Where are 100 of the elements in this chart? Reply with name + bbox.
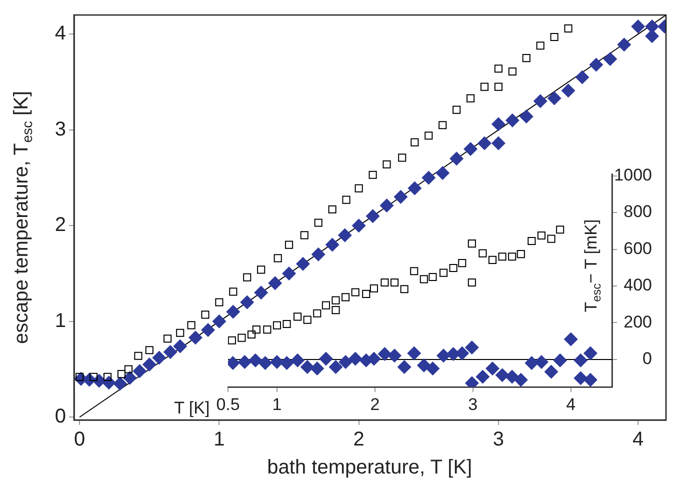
point [348, 352, 362, 366]
point [561, 84, 576, 98]
point [439, 268, 448, 277]
point [575, 70, 590, 84]
point [534, 355, 548, 370]
point [258, 356, 272, 370]
point [495, 368, 510, 382]
point [436, 348, 451, 363]
point [553, 353, 568, 368]
x-tick-label: 1 [272, 394, 282, 414]
point [212, 314, 226, 328]
y2-tick-label: 400 [624, 276, 652, 295]
point [400, 285, 408, 294]
point [589, 58, 604, 72]
point [574, 353, 588, 368]
point [533, 94, 548, 108]
point [201, 323, 216, 337]
point [229, 288, 238, 296]
x-tick-label: 0 [74, 428, 86, 451]
point [397, 360, 412, 374]
x-tick-label: 2 [370, 394, 380, 414]
point [480, 82, 489, 91]
point [420, 275, 428, 284]
point [380, 278, 389, 287]
point [362, 290, 370, 298]
point [382, 160, 391, 168]
point [617, 38, 632, 52]
point [556, 226, 564, 234]
point [328, 360, 343, 374]
point [458, 259, 466, 268]
point [142, 357, 156, 372]
point [452, 106, 461, 114]
point [268, 276, 282, 290]
point [436, 166, 450, 180]
point [464, 142, 478, 156]
point [368, 170, 377, 179]
point [366, 209, 380, 224]
point [519, 109, 534, 124]
point [252, 325, 260, 334]
point [547, 91, 562, 106]
point [505, 370, 520, 384]
point [243, 273, 252, 282]
point [354, 184, 363, 192]
point [313, 309, 322, 318]
point [303, 316, 312, 324]
y2-tick-label: 600 [624, 238, 652, 258]
point [247, 330, 256, 339]
point [124, 365, 132, 374]
point [311, 247, 326, 262]
y2-tick-label: 200 [624, 312, 652, 332]
point [332, 296, 340, 304]
point [380, 198, 394, 213]
y-tick-label: 2 [54, 214, 66, 236]
x-axis-title: T [K] [174, 398, 210, 418]
point [466, 94, 475, 102]
point [103, 372, 112, 381]
y2-tick-label: 1000 [614, 166, 652, 185]
point [310, 361, 324, 376]
point [522, 54, 530, 62]
point [498, 252, 506, 261]
point [514, 372, 528, 387]
point [464, 340, 479, 355]
y2-tick-label: 0 [642, 349, 652, 368]
point [426, 361, 440, 376]
point [228, 336, 236, 344]
point [188, 330, 202, 345]
point [645, 19, 660, 34]
point [300, 231, 308, 240]
y-axis-title: escape temperature, Tesc [K] [10, 90, 35, 344]
point [564, 24, 572, 32]
point [407, 346, 422, 360]
point [164, 334, 172, 343]
point [300, 360, 314, 374]
x-axis-title: bath temperature, T [K] [267, 456, 472, 479]
point [428, 272, 437, 282]
point [528, 236, 536, 246]
point [254, 286, 268, 300]
point [508, 67, 516, 76]
point [163, 345, 178, 360]
point [550, 32, 558, 42]
point [122, 370, 137, 385]
point [449, 264, 458, 272]
point [257, 266, 266, 274]
point [491, 136, 506, 150]
point [416, 358, 431, 372]
point [476, 370, 490, 384]
point [282, 320, 291, 328]
point [263, 325, 272, 334]
point [491, 117, 506, 132]
point [173, 339, 188, 354]
point [370, 284, 378, 292]
point [390, 278, 399, 287]
point [603, 52, 618, 66]
point [505, 113, 520, 128]
point [438, 121, 447, 130]
x-tick-label: 0.5 [216, 394, 240, 414]
x-tick-label: 2 [353, 428, 364, 451]
point [508, 252, 516, 261]
point [524, 356, 539, 370]
point [342, 196, 350, 204]
